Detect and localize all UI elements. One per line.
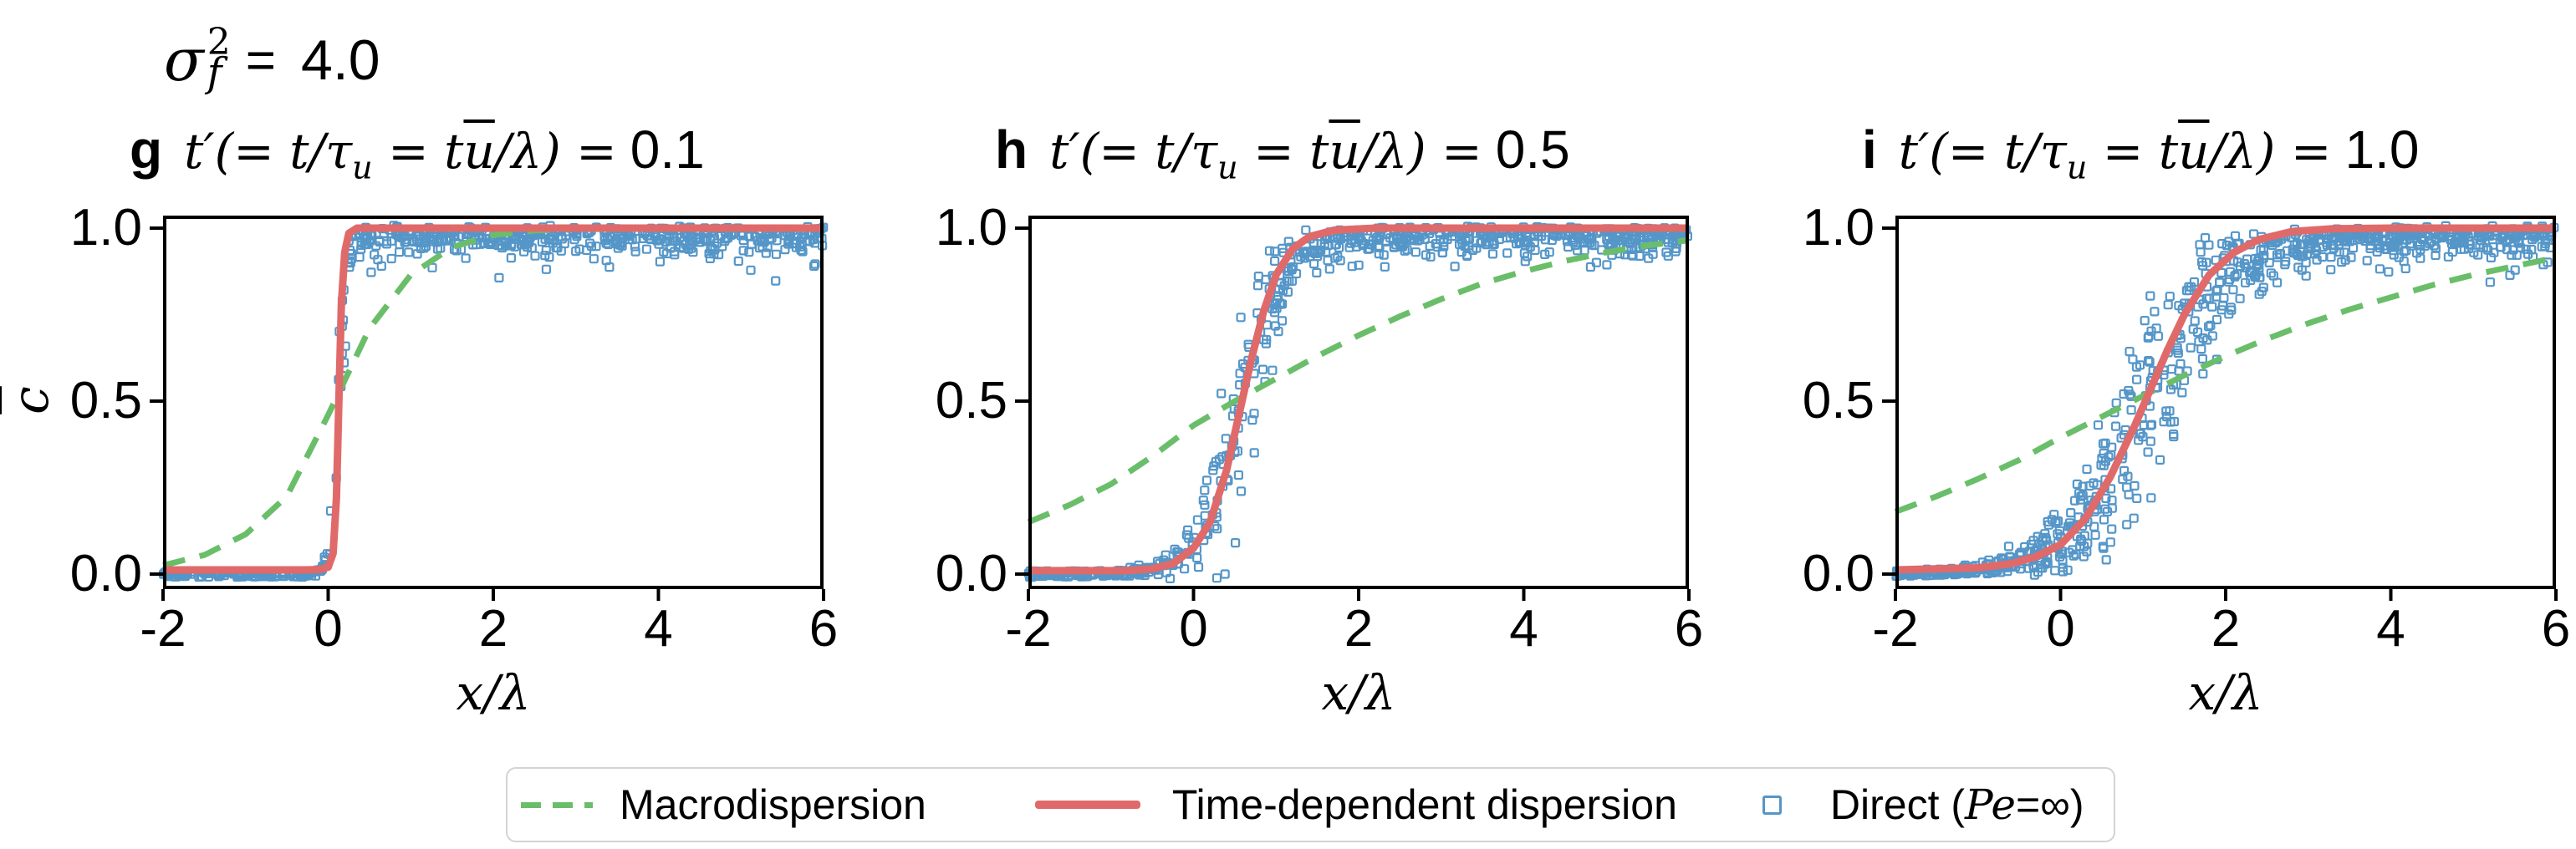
y-axis-tick-label: 0.5 [1802, 372, 1875, 430]
x-axis-tick-label: -2 [1872, 600, 1919, 658]
scatter-points-direct [1023, 221, 1693, 583]
x-axis-tick-label: 0 [1179, 600, 1208, 658]
y-axis-tick-label: 0.0 [1802, 545, 1875, 602]
x-axis-tick-label: 6 [1674, 600, 1704, 658]
x-axis-tick-label: 0 [2046, 600, 2075, 658]
panel-formula: t′(= t/τu = tu/λ) = [184, 123, 617, 186]
legend-label-time-dependent: Time-dependent dispersion [1171, 781, 1677, 828]
axes-spines [1895, 216, 2556, 589]
tick-marks [1015, 226, 1691, 601]
x-axis-tick-label: 2 [2211, 600, 2241, 658]
time-dependent-dispersion-curve [1895, 224, 2556, 574]
plot-area-i [1882, 216, 2559, 601]
legend-label-direct: Direct (Pe=∞) [1829, 780, 2084, 829]
panel-letter: g [130, 119, 163, 180]
x-axis-tick-label: 4 [1509, 600, 1538, 658]
x-axis-tick-label: 2 [1344, 600, 1374, 658]
y-axis-tick-label: 0.5 [935, 372, 1007, 430]
macrodispersion-curve [162, 225, 824, 568]
sigma-symbol: σ [164, 26, 204, 94]
tick-marks [150, 226, 825, 601]
sigma-value: 4.0 [301, 28, 380, 92]
t-prime-value: 0.1 [630, 119, 705, 180]
legend-label-macrodispersion: Macrodispersion [620, 781, 926, 828]
x-axis-tick-label: -2 [140, 600, 186, 658]
y-axis-tick-label: 0.5 [69, 372, 142, 430]
t-prime-value: 1.0 [2344, 119, 2420, 180]
panel-title-i: i t′(= t/τu = tu/λ) = 1.0 [1862, 119, 2419, 202]
legend: Macrodispersion Time-dependent dispersio… [506, 767, 2115, 842]
legend-marker-direct [1762, 795, 1782, 815]
scatter-points-direct [158, 221, 829, 582]
x-axis-label: x/λ [2188, 664, 2263, 721]
macrodispersion-curve [1027, 237, 1690, 526]
macrodispersion-curve [1894, 254, 2557, 515]
equals-sign: = [245, 31, 277, 89]
x-axis-label: x/λ [1321, 664, 1396, 721]
x-axis-tick-label: 4 [2376, 600, 2405, 658]
axes-spines [163, 216, 824, 589]
tick-marks [1882, 226, 2558, 601]
y-axis-tick-label: 1.0 [935, 199, 1007, 257]
x-axis-tick-label: 6 [809, 600, 839, 658]
t-prime-value: 0.5 [1495, 119, 1570, 180]
panel-formula: t′(= t/τu = tu/λ) = [1898, 123, 2332, 186]
time-dependent-dispersion-curve [1028, 224, 1689, 575]
x-axis-tick-label: 0 [314, 600, 343, 658]
legend-marker-macrodispersion [521, 801, 593, 808]
x-axis-tick-label: 2 [478, 600, 508, 658]
legend-marker-time-dependent [1034, 801, 1140, 809]
panel-title-g: g t′(= t/τu = tu/λ) = 0.1 [130, 119, 705, 202]
y-axis-tick-label: 1.0 [69, 199, 142, 257]
x-axis-tick-label: -2 [1005, 600, 1052, 658]
panel-letter: i [1862, 119, 1877, 180]
axes-spines [1028, 216, 1689, 589]
x-axis-label: x/λ [456, 664, 531, 721]
plot-area-h [1015, 216, 1693, 601]
panel-letter: h [995, 119, 1028, 180]
panel-formula: t′(= t/τu = tu/λ) = [1049, 123, 1482, 186]
panel-title-h: h t′(= t/τu = tu/λ) = 0.5 [995, 119, 1570, 202]
y-axis-tick-label: 1.0 [1802, 199, 1875, 257]
y-axis-tick-label: 0.0 [69, 545, 142, 602]
x-axis-tick-label: 4 [644, 600, 673, 658]
time-dependent-dispersion-curve [163, 224, 824, 574]
x-axis-tick-label: 6 [2541, 600, 2571, 658]
y-axis-tick-label: 0.0 [935, 545, 1007, 602]
plot-area-g [150, 216, 829, 601]
